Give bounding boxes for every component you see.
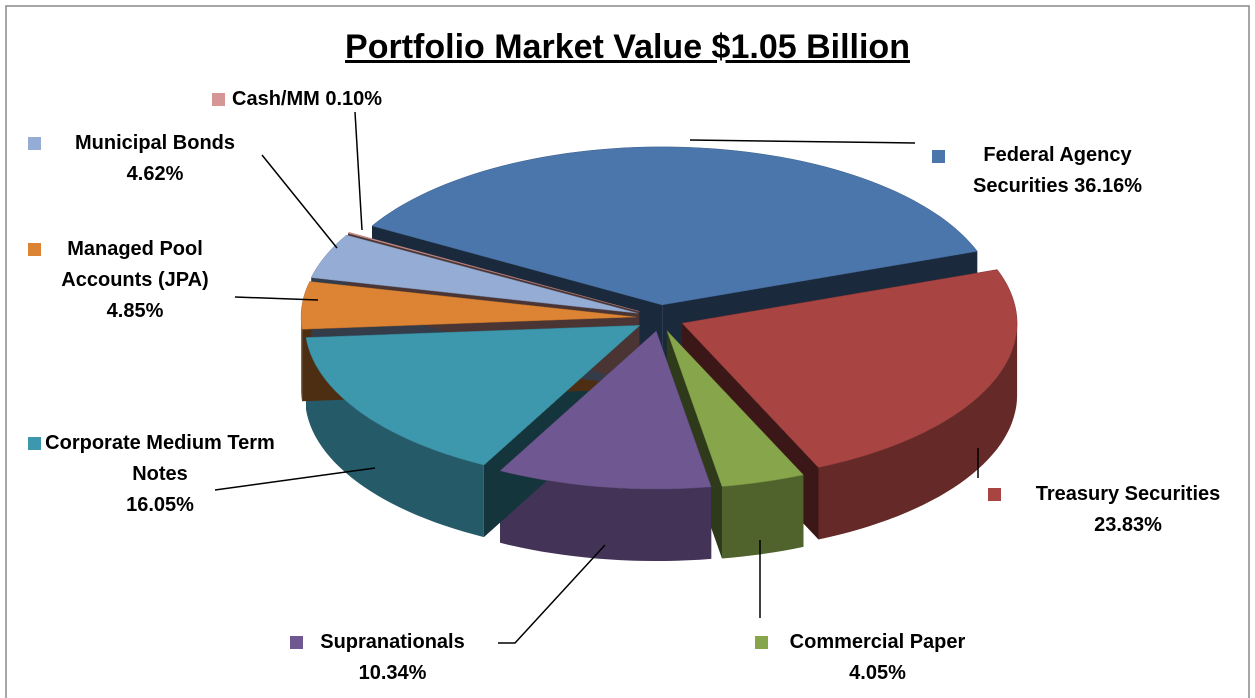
legend-swatch <box>290 636 303 649</box>
label-value: 4.85% <box>106 300 164 322</box>
leader-line <box>234 296 319 301</box>
frame <box>5 5 1250 698</box>
slice-label: Federal Agency Securities 36.16% <box>955 140 1160 202</box>
leader-line <box>214 467 376 491</box>
legend-swatch <box>28 137 41 150</box>
slice-label: Corporate Medium Term Notes 16.05% <box>45 428 275 521</box>
label-name: Corporate Medium Term Notes <box>45 432 275 485</box>
leader-line <box>354 111 363 231</box>
slice-side <box>500 470 712 561</box>
leader-line <box>261 154 338 249</box>
slice <box>310 234 638 314</box>
slice <box>300 281 637 330</box>
slice-side <box>818 323 1018 540</box>
label-value: 23.83% <box>1094 514 1162 536</box>
slice-side <box>301 317 303 402</box>
legend-swatch <box>212 93 225 106</box>
slice-label: Cash/MM 0.10% <box>232 84 412 115</box>
slice-label: Treasury Securities 23.83% <box>1008 479 1248 541</box>
legend-swatch <box>988 488 1001 501</box>
legend-swatch <box>932 150 945 163</box>
label-name: Commercial Paper <box>789 631 966 653</box>
slice <box>347 232 640 312</box>
leader-lines <box>214 111 979 644</box>
slice <box>305 325 641 466</box>
label-name: Treasury Securities <box>1035 483 1221 505</box>
pie <box>300 146 1018 561</box>
label-name: Managed Pool Accounts (JPA) <box>61 238 209 291</box>
label-name: Supranationals <box>320 631 465 653</box>
label-value: 4.62% <box>126 163 184 185</box>
label-name: Federal Agency Securities <box>972 144 1132 197</box>
slice-side <box>306 337 484 538</box>
label-value: 16.05% <box>126 494 194 516</box>
label-value: 36.16% <box>1074 175 1142 197</box>
label-name: Cash/MM <box>232 88 320 110</box>
label-value: 4.05% <box>849 662 906 684</box>
slice-label: Supranationals 10.34% <box>305 627 480 689</box>
label-value: 10.34% <box>358 662 427 684</box>
label-name: Municipal Bonds <box>75 132 235 154</box>
slice <box>666 330 804 487</box>
label-value: 0.10% <box>325 88 383 110</box>
slice <box>499 330 712 490</box>
slice-label: Municipal Bonds 4.62% <box>45 128 265 190</box>
legend-swatch <box>755 636 768 649</box>
legend-swatch <box>28 243 41 256</box>
leader-line <box>498 544 606 644</box>
slice-side <box>722 474 804 559</box>
slice-label: Commercial Paper 4.05% <box>775 627 980 689</box>
legend-swatch <box>28 437 41 450</box>
slice <box>371 146 978 306</box>
slice-label: Managed Pool Accounts (JPA) 4.85% <box>40 234 230 327</box>
slice <box>681 269 1018 468</box>
leader-line <box>689 139 916 144</box>
chart-title: Portfolio Market Value $1.05 Billion <box>345 28 910 66</box>
